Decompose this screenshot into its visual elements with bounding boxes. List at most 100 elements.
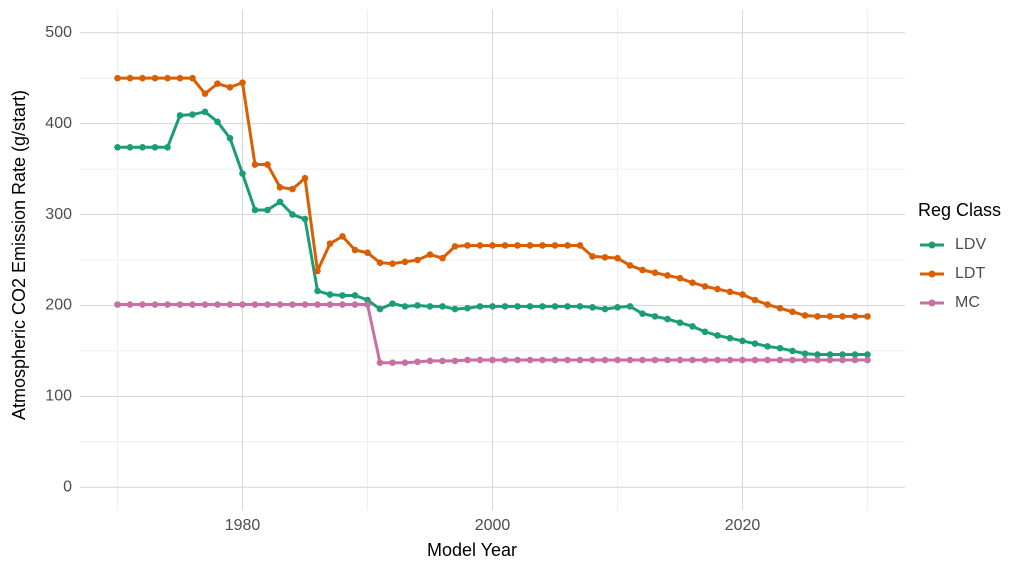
data-point xyxy=(464,242,471,249)
data-point xyxy=(451,243,459,250)
data-point xyxy=(551,242,559,249)
data-point xyxy=(601,253,609,261)
data-point xyxy=(226,134,234,142)
x-axis-title: Model Year xyxy=(427,540,517,560)
data-point xyxy=(326,291,334,298)
data-point xyxy=(389,359,396,367)
x-tick-label: 1980 xyxy=(225,517,261,534)
data-point xyxy=(464,356,471,364)
data-point xyxy=(414,358,421,366)
data-point xyxy=(351,246,359,254)
data-point xyxy=(789,347,796,355)
data-point xyxy=(764,343,771,350)
legend-swatch xyxy=(928,299,936,307)
data-point xyxy=(651,313,659,320)
data-point xyxy=(514,242,521,249)
data-point xyxy=(864,313,871,320)
data-point xyxy=(664,356,671,364)
data-point xyxy=(726,356,734,364)
data-point xyxy=(739,337,746,345)
data-point xyxy=(276,198,284,206)
data-point xyxy=(476,356,484,364)
data-point xyxy=(664,315,671,323)
data-point xyxy=(726,334,734,342)
data-point xyxy=(851,351,859,358)
data-point xyxy=(851,356,859,364)
data-point xyxy=(826,313,834,320)
data-point xyxy=(389,260,396,267)
y-tick-label: 100 xyxy=(45,388,72,405)
x-tick-label: 2020 xyxy=(725,517,761,534)
data-point xyxy=(351,301,359,308)
data-point xyxy=(151,143,159,151)
data-point xyxy=(439,357,446,365)
data-point xyxy=(614,356,621,364)
data-point xyxy=(289,211,296,218)
data-point xyxy=(789,356,796,364)
data-point xyxy=(239,79,246,87)
data-point xyxy=(414,256,421,264)
data-point xyxy=(801,356,809,364)
data-point xyxy=(426,303,434,310)
data-point xyxy=(339,233,346,240)
data-point xyxy=(189,74,196,82)
data-point xyxy=(226,301,234,308)
data-point xyxy=(501,356,509,364)
data-point xyxy=(251,161,259,168)
data-point xyxy=(364,296,371,304)
data-point xyxy=(401,258,409,266)
data-point xyxy=(251,206,259,214)
data-point xyxy=(176,74,184,82)
data-point xyxy=(676,356,684,364)
data-point xyxy=(264,301,271,308)
y-tick-label: 0 xyxy=(63,478,72,495)
data-point xyxy=(364,249,371,257)
data-point xyxy=(651,356,659,364)
data-point xyxy=(639,310,646,317)
data-point xyxy=(689,279,696,287)
data-point xyxy=(751,340,759,347)
data-point xyxy=(289,301,296,308)
data-point xyxy=(314,267,321,275)
data-point xyxy=(826,356,834,364)
data-point xyxy=(826,351,834,358)
data-point xyxy=(639,266,646,274)
data-point xyxy=(139,143,146,151)
data-point xyxy=(389,300,396,307)
data-point xyxy=(376,305,384,313)
x-tick-label: 2000 xyxy=(475,517,511,534)
data-point xyxy=(701,328,709,336)
data-point xyxy=(439,303,446,310)
legend-label: LDV xyxy=(955,236,986,253)
legend: LDV LDT MC xyxy=(920,236,986,311)
data-point xyxy=(239,301,246,308)
data-point xyxy=(376,259,384,267)
data-point xyxy=(176,112,184,119)
data-point xyxy=(514,356,521,364)
data-point xyxy=(201,108,209,116)
data-point xyxy=(214,118,221,126)
data-point xyxy=(164,301,171,308)
data-point xyxy=(339,292,346,299)
data-point xyxy=(214,80,221,87)
data-point xyxy=(189,301,196,308)
legend-label: LDT xyxy=(955,265,985,282)
data-point xyxy=(714,356,721,364)
data-point xyxy=(601,356,609,364)
data-point xyxy=(164,143,171,151)
data-point xyxy=(801,350,809,357)
data-point xyxy=(676,319,684,327)
data-point xyxy=(626,303,634,310)
data-point xyxy=(776,356,784,364)
data-point xyxy=(451,357,459,365)
data-point xyxy=(539,303,546,310)
data-point xyxy=(514,303,521,310)
data-point xyxy=(701,283,709,290)
data-point xyxy=(151,74,159,82)
data-point xyxy=(589,303,596,311)
data-point xyxy=(651,269,659,277)
data-point xyxy=(714,332,721,339)
data-point xyxy=(864,351,871,358)
data-point xyxy=(564,303,571,310)
